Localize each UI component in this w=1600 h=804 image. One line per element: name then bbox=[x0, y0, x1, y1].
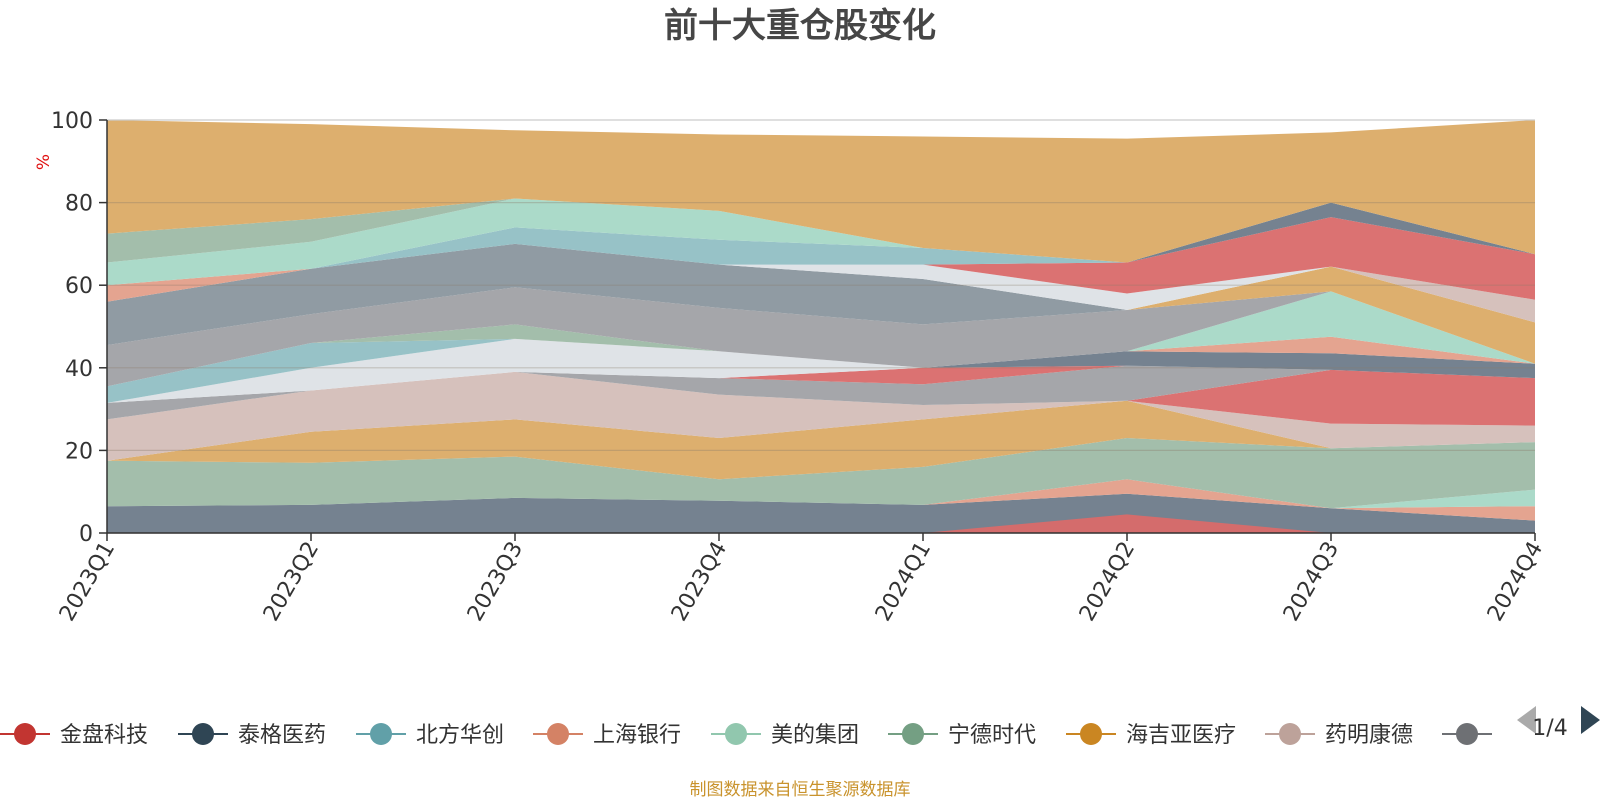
area-band-8 bbox=[107, 365, 1535, 420]
footer-source: 制图数据来自恒生聚源数据库 bbox=[690, 780, 911, 800]
triangle-right-icon[interactable] bbox=[1581, 706, 1600, 734]
chart-title: 前十大重仓股变化 bbox=[664, 6, 936, 46]
legend-marker bbox=[370, 723, 392, 745]
area-band-2 bbox=[107, 479, 1535, 521]
legend-label: 药明康德 bbox=[1325, 723, 1413, 748]
legend-label: 上海银行 bbox=[593, 723, 681, 748]
y-axis-unit: % bbox=[34, 154, 54, 170]
y-tick-label: 20 bbox=[65, 439, 93, 464]
x-tick-label: 2023Q4 bbox=[667, 538, 732, 626]
legend-marker bbox=[192, 723, 214, 745]
area-band-13 bbox=[107, 324, 1535, 387]
y-axis: 0 20 40 60 80 100 bbox=[51, 109, 108, 547]
legend-item[interactable]: 金盘科技 bbox=[0, 723, 148, 748]
legend-page-indicator: 1/4 bbox=[1532, 716, 1567, 741]
legend-item[interactable]: 北方华创 bbox=[356, 723, 504, 748]
x-axis: 2023Q1 2023Q2 2023Q3 2023Q4 2024Q1 2024Q2 2024… bbox=[55, 532, 1548, 626]
area-band-7 bbox=[107, 369, 1535, 426]
legend-pager: 1/4 bbox=[1517, 706, 1600, 741]
x-tick-label: 2023Q3 bbox=[463, 538, 528, 626]
triangle-left-icon[interactable] bbox=[1517, 706, 1536, 734]
legend-label: 金盘科技 bbox=[60, 723, 148, 748]
area-band-19 bbox=[107, 243, 1535, 346]
legend-marker bbox=[1080, 723, 1102, 745]
x-tick-label: 2023Q1 bbox=[55, 538, 120, 626]
legend-marker bbox=[1279, 723, 1301, 745]
x-tick-label: 2023Q2 bbox=[259, 538, 324, 626]
x-tick-label: 2024Q1 bbox=[871, 538, 936, 626]
x-tick-label: 2024Q4 bbox=[1483, 538, 1548, 626]
y-tick-label: 80 bbox=[65, 192, 93, 217]
area-band-3 bbox=[107, 479, 1535, 509]
area-bands bbox=[107, 120, 1535, 533]
y-tick-label: 0 bbox=[79, 522, 93, 547]
area-band-20 bbox=[107, 243, 1535, 310]
x-tick-label: 2024Q3 bbox=[1279, 538, 1344, 626]
y-tick-label: 40 bbox=[65, 357, 93, 382]
area-band-16 bbox=[107, 287, 1535, 387]
legend-label: 海吉亚医疗 bbox=[1126, 723, 1236, 748]
area-band-11 bbox=[107, 338, 1535, 403]
area-band-5 bbox=[107, 400, 1535, 480]
legend-marker bbox=[14, 723, 36, 745]
legend-marker bbox=[902, 723, 924, 745]
y-tick-label: 60 bbox=[65, 274, 93, 299]
legend-label: 北方华创 bbox=[416, 723, 504, 748]
legend-marker bbox=[725, 723, 747, 745]
legend-item[interactable]: 宁德时代 bbox=[888, 723, 1036, 748]
x-tick-label: 2024Q2 bbox=[1075, 538, 1140, 626]
legend: 金盘科技 泰格医药 北方华创 上海银行 美的集团 宁德时代 海吉亚医疗 药明康德 bbox=[0, 723, 1492, 748]
legend-item[interactable]: 海吉亚医疗 bbox=[1066, 723, 1236, 748]
legend-item[interactable]: 美的集团 bbox=[711, 723, 859, 748]
area-band-4 bbox=[107, 438, 1535, 509]
area-band-6 bbox=[107, 371, 1535, 461]
area-band-22 bbox=[107, 217, 1535, 302]
legend-label: 美的集团 bbox=[771, 723, 859, 748]
legend-item[interactable] bbox=[1442, 723, 1492, 745]
area-band-27 bbox=[107, 120, 1535, 263]
area-band-23 bbox=[107, 217, 1535, 286]
legend-item[interactable]: 药明康德 bbox=[1265, 723, 1413, 748]
area-band-25 bbox=[107, 198, 1535, 286]
legend-label: 宁德时代 bbox=[948, 723, 1036, 748]
legend-label: 泰格医药 bbox=[238, 723, 326, 748]
legend-marker bbox=[1456, 723, 1478, 745]
legend-item[interactable]: 上海银行 bbox=[533, 723, 681, 748]
area-band-10 bbox=[107, 338, 1535, 403]
area-band-1 bbox=[107, 514, 1535, 533]
legend-marker bbox=[547, 723, 569, 745]
y-tick-label: 100 bbox=[51, 109, 93, 134]
legend-item[interactable]: 泰格医药 bbox=[178, 723, 326, 748]
area-band-15 bbox=[107, 291, 1535, 387]
area-band-9 bbox=[107, 365, 1535, 403]
